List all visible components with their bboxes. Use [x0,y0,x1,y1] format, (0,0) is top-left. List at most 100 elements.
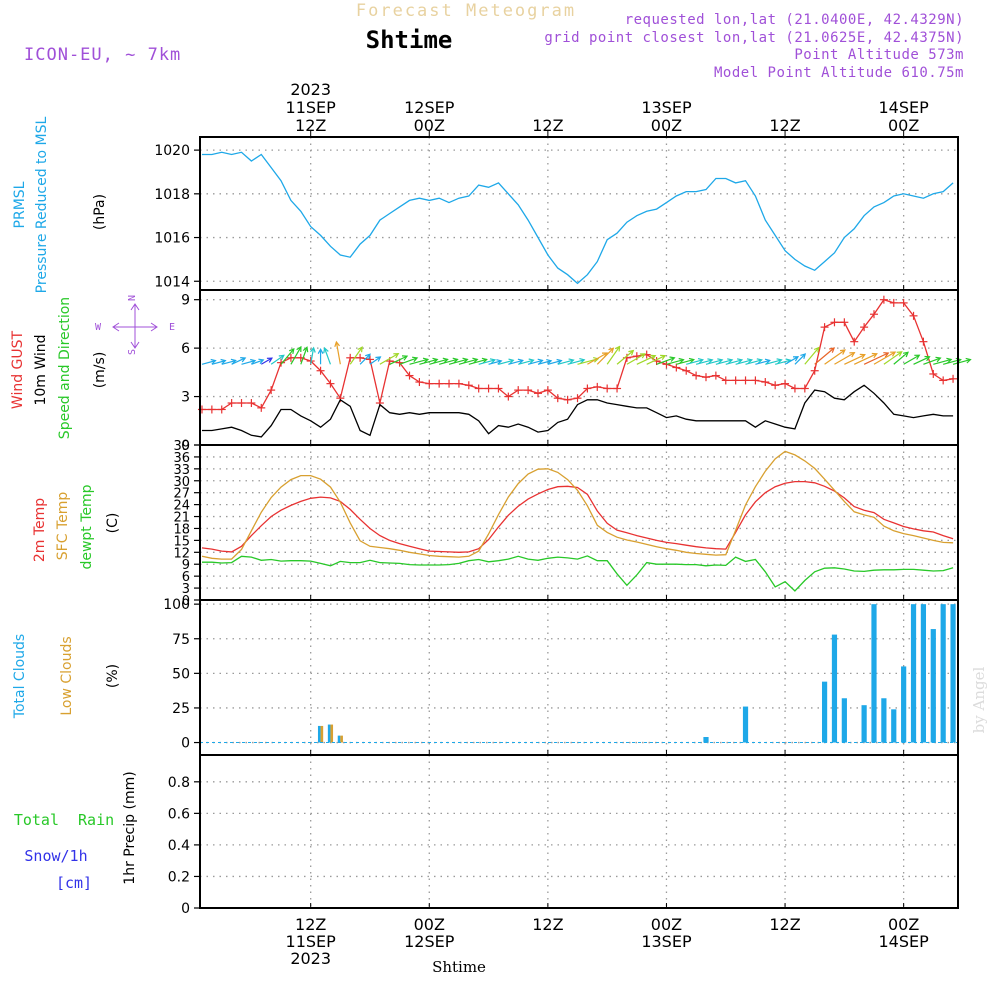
pressure-ytick-label: 1016 [154,231,190,247]
top-axis-label: 2023 [290,80,331,99]
wind-direction-arrow [409,357,430,365]
gust-marker [484,384,493,393]
wind-arrow-head [296,345,302,353]
wind-direction-arrow [814,347,836,365]
cloud-labels: Total Clouds Low Clouds (%) [12,634,121,719]
gust-marker [850,337,859,346]
gust-marker [810,366,819,375]
top-axis-label: 00Z [888,116,919,135]
temp-label-2m: 2m Temp [32,498,48,562]
wind-direction-arrow [676,357,696,365]
compass-east: E [169,322,175,333]
bottom-axis-label: 12Z [532,915,563,934]
wind-arrow-shaft [280,348,295,365]
wind-direction-arrow [933,357,953,365]
temperature-ytick-label: 30 [173,475,190,490]
temperature-ytick-label: 0 [182,594,190,609]
wind-direction-arrow [775,358,792,365]
wind-arrow-shaft [903,354,920,365]
wind-arrow-shaft [260,357,273,365]
wind-arrow-shaft [251,359,264,365]
gust-marker [405,371,414,380]
gust-marker [543,386,552,395]
wind-arrow-head [608,347,615,354]
wind-direction-arrow [794,353,807,365]
gust-marker [741,376,750,385]
bottom-axis-label: 12Z [769,915,800,934]
wind-arrow-head [452,357,459,364]
compass-n-head [130,303,140,311]
gust-marker [701,373,710,382]
total-cloud-bar [317,725,321,743]
temp-label-dewpt: dewpt Temp [79,484,95,569]
wind-arrow-head [375,356,382,362]
temperature-ytick-label: 27 [173,487,190,502]
wind-arrow-shaft [596,347,614,365]
wind-arrow-shaft [349,346,363,365]
gust-marker [237,399,246,408]
wind-arrow-head [614,345,621,352]
wind-label-gust: Wind GUST [10,330,26,409]
wind-arrow-shaft [518,359,534,365]
wind-label-direction: Speed and Direction [57,297,73,439]
temperature-series-line [201,450,954,560]
wind-arrow-shaft [290,346,302,365]
gust-marker [781,379,790,388]
wind-arrow-shaft [775,359,791,365]
precip-grid [200,755,958,908]
wind-series-line [202,384,954,438]
wind-arrow-head [859,353,866,360]
gust-marker [869,310,878,319]
gust-marker [721,376,730,385]
wind-arrow-head [935,356,942,363]
wind-direction-arrow [735,358,754,365]
wind-arrow-head [496,359,503,365]
wind-arrow-shaft [335,341,341,365]
gust-marker [613,384,622,393]
wind-arrow-shaft [409,358,429,365]
wind-direction-arrow [389,355,409,365]
low-cloud-bar [330,724,334,743]
wind-direction-arrow [419,357,439,365]
wind-direction-arrow [863,352,890,365]
wind-direction-arrow [290,345,302,365]
wind-arrow-head [756,358,763,364]
wind-arrow-head [736,358,744,364]
pressure-unit: (hPa) [92,194,108,230]
wind-direction-arrow [626,353,646,365]
wind-arrow-shaft [863,352,889,365]
wind-labels: Wind GUST 10m Wind Speed and Direction (… [10,295,175,439]
wind-arrow-shaft [211,360,226,365]
gust-marker [464,381,473,390]
wind-direction-arrow [616,349,635,365]
gust-marker [879,295,888,304]
gust-marker [435,379,444,388]
temperature-ytick-label: 39 [173,439,190,454]
gust-marker [583,384,592,393]
gust-marker [277,358,286,367]
wind-arrow-head [628,349,635,356]
wind-direction-arrow [666,357,685,365]
precip-label-rain: Total Rain [14,811,114,829]
total-cloud-bar [703,737,709,743]
wind-direction-arrow [606,345,621,365]
wind-arrow-shaft [527,359,543,365]
wind-arrow-shaft [448,358,468,365]
wind-arrow-head [556,358,563,365]
temp-unit: (C) [105,513,121,534]
wind-arrow-head [210,358,217,365]
precip-ytick-label: 0 [181,901,190,917]
compass-south: S [127,349,138,355]
wind-direction-arrow [498,358,515,365]
wind-direction-arrow [784,356,800,365]
wind-series-line [202,298,954,411]
wind-arrow-shaft [587,352,608,365]
compass-s-head [130,341,140,349]
requested-coords: requested lon,lat (21.0400E, 42.4329N) [625,12,964,28]
wind-direction-arrow [596,347,615,365]
total-cloud-bar [871,604,877,743]
wind-arrow-shaft [359,353,371,365]
watermark: by Angel [970,666,988,733]
